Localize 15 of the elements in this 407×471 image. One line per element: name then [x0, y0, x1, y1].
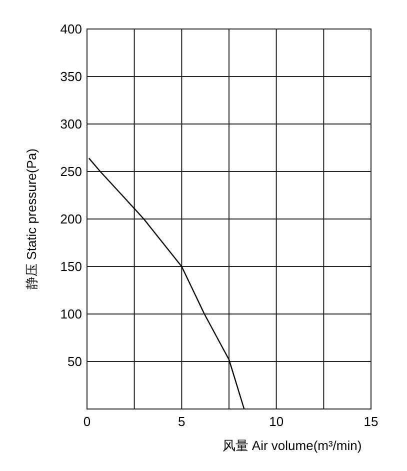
y-tick-label: 400 [60, 22, 82, 37]
y-tick-label: 200 [60, 212, 82, 227]
x-axis-title: 风量 Air volume(m³/min) [222, 438, 362, 453]
y-tick-label: 250 [60, 164, 82, 180]
x-tick-label: 10 [269, 414, 284, 429]
y-tick-label: 50 [68, 354, 82, 370]
x-tick-label: 15 [364, 414, 378, 429]
x-tick-label: 0 [83, 414, 91, 429]
x-tick-label: 5 [178, 414, 186, 429]
y-axis-title: 静压 Static pressure(Pa) [24, 148, 39, 290]
line-series [88, 158, 245, 410]
y-tick-label: 100 [60, 306, 82, 322]
y-tick-label: 350 [60, 69, 82, 84]
y-tick-label: 150 [60, 259, 82, 274]
y-tick-label: 300 [60, 116, 82, 132]
